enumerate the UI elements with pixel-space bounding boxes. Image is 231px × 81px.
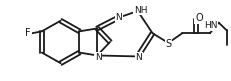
Text: NH: NH <box>134 6 147 15</box>
Text: N: N <box>135 53 142 62</box>
Text: F: F <box>25 28 31 38</box>
Text: S: S <box>165 39 171 49</box>
Text: N: N <box>95 53 102 62</box>
Text: HN: HN <box>204 21 218 30</box>
Text: O: O <box>195 13 203 23</box>
Text: N: N <box>116 13 122 22</box>
